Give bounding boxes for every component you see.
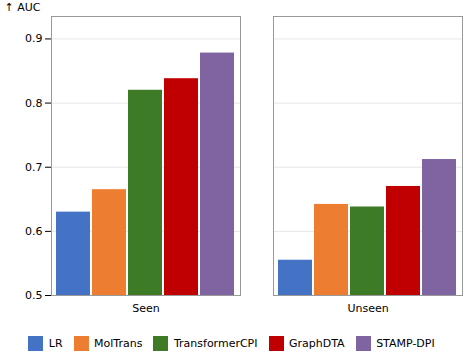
- svg-text:Seen: Seen: [132, 302, 160, 315]
- svg-text:0.5: 0.5: [25, 289, 43, 302]
- html-text:GraphDTA: GraphDTA: [289, 337, 345, 350]
- svg-text:0.6: 0.6: [25, 225, 43, 238]
- svg-text:0.9: 0.9: [25, 32, 43, 45]
- svg-text:↑ AUC: ↑ AUC: [5, 1, 41, 14]
- svg-text:Unseen: Unseen: [347, 302, 388, 315]
- html-text:TransformerCPI: TransformerCPI: [173, 337, 258, 350]
- svg-text:0.7: 0.7: [25, 161, 43, 174]
- svg-text:0.8: 0.8: [25, 97, 43, 110]
- html-text:LR: LR: [48, 337, 63, 350]
- html-text:STAMP-DPI: STAMP-DPI: [376, 337, 435, 350]
- html-text:MolTrans: MolTrans: [94, 337, 143, 350]
